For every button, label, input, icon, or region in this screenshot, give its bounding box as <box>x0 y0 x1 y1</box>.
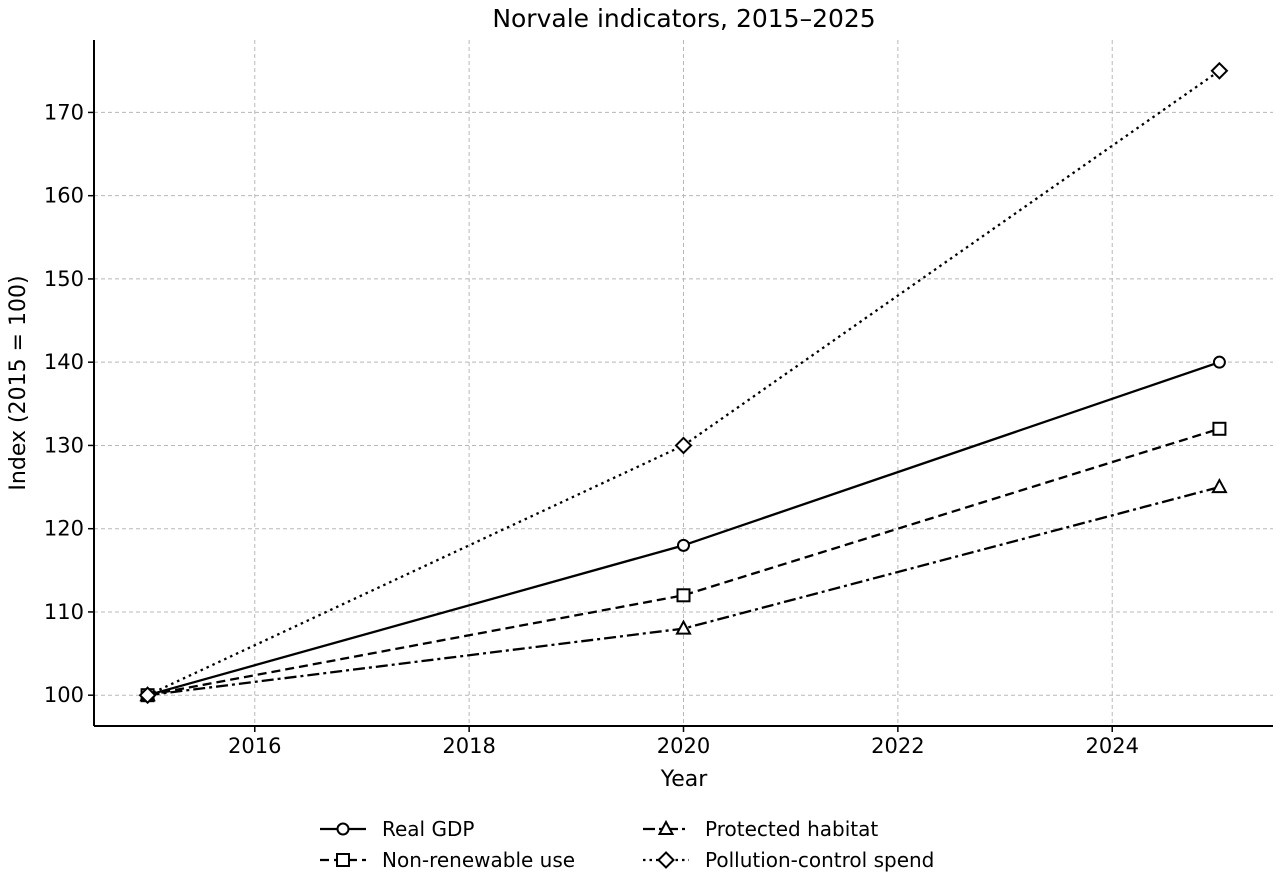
data-point <box>1210 61 1229 80</box>
legend-label: Non-renewable use <box>382 848 575 872</box>
legend-marker <box>336 822 350 836</box>
data-point <box>1212 421 1227 436</box>
series-4 <box>138 61 1229 705</box>
data-point <box>1212 355 1226 369</box>
y-tick-label: 100 <box>44 683 84 707</box>
legend-item: Non-renewable use <box>320 848 575 872</box>
series-group <box>138 61 1229 705</box>
x-tick-label: 2018 <box>442 734 495 758</box>
data-point <box>676 588 691 603</box>
legend-item: Pollution-control spend <box>643 848 934 872</box>
y-tick-label: 120 <box>44 517 84 541</box>
legend-label: Real GDP <box>382 817 474 841</box>
data-point <box>138 686 157 705</box>
y-tick-label: 170 <box>44 100 84 124</box>
legend-label: Protected habitat <box>705 817 878 841</box>
y-tick-label: 110 <box>44 600 84 624</box>
x-axis-ticks: 2016 2018 2020 2022 2024 <box>228 726 1139 758</box>
data-point <box>675 619 692 635</box>
y-tick-label: 160 <box>44 184 84 208</box>
x-tick-label: 2022 <box>871 734 924 758</box>
y-tick-label: 140 <box>44 350 84 374</box>
legend-marker <box>336 853 350 867</box>
legend: Real GDP Non-renewable use Protected habit… <box>320 817 934 872</box>
y-tick-label: 150 <box>44 267 84 291</box>
x-tick-label: 2016 <box>228 734 281 758</box>
data-point <box>1211 477 1228 494</box>
legend-marker <box>657 851 675 869</box>
legend-marker <box>657 819 675 835</box>
x-tick-label: 2020 <box>657 734 710 758</box>
y-axis-ticks: 100 110 120 130 140 150 160 170 <box>44 100 94 707</box>
series-line <box>147 69 1221 697</box>
grid-lines <box>94 40 1273 726</box>
legend-item: Protected habitat <box>643 817 878 841</box>
chart-title: Norvale indicators, 2015–2025 <box>492 4 875 33</box>
x-axis-label: Year <box>660 767 709 792</box>
legend-item: Real GDP <box>320 817 474 841</box>
data-point <box>677 538 690 552</box>
legend-label: Pollution-control spend <box>705 848 934 872</box>
x-tick-label: 2024 <box>1086 734 1139 758</box>
y-axis-label: Index (2015 = 100) <box>6 275 31 490</box>
data-point <box>674 436 693 455</box>
y-tick-label: 130 <box>44 433 84 457</box>
